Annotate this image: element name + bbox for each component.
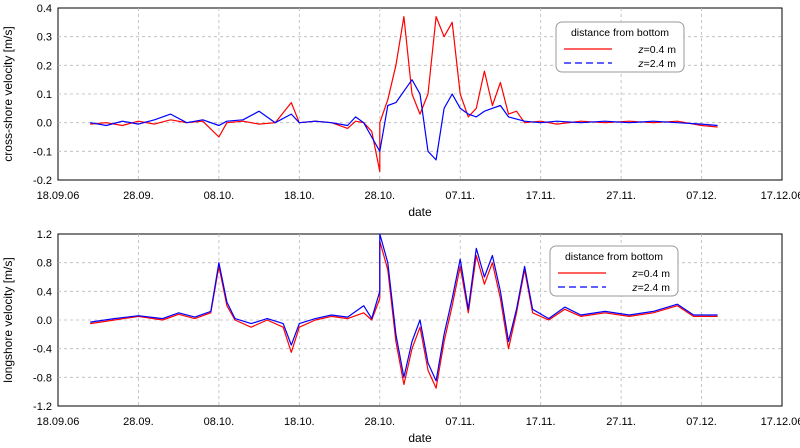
legend-title: distance from bottom xyxy=(571,27,669,39)
y-tick-label: 0.3 xyxy=(37,32,52,44)
x-tick-label: 17.12.06 xyxy=(761,416,800,428)
legend-label-var: z xyxy=(637,58,644,70)
y-tick-label: -0.4 xyxy=(33,344,52,356)
y-tick-label: -1.2 xyxy=(33,401,52,413)
legend-label: z=0.4 m xyxy=(631,268,670,280)
x-tick-label: 17.12.06 xyxy=(761,190,800,202)
y-tick-label: 0.0 xyxy=(37,118,52,130)
x-tick-label: 28.10. xyxy=(364,190,395,202)
series-line xyxy=(90,233,718,382)
x-axis-label: date xyxy=(408,205,432,219)
x-tick-label: 17.11. xyxy=(526,190,556,202)
x-tick-label: 27.11. xyxy=(606,190,636,202)
y-axis-label: longshore velocity [m/s] xyxy=(1,257,15,382)
y-tick-label: -0.1 xyxy=(33,146,52,158)
x-tick-label: 07.12. xyxy=(686,416,717,428)
legend-box xyxy=(549,245,679,297)
x-tick-label: 07.12. xyxy=(686,190,717,202)
legend-label-rest: =0.4 m xyxy=(638,268,671,280)
y-tick-label: 0.4 xyxy=(37,286,52,298)
series-line xyxy=(90,79,718,161)
legend-label: z=2.4 m xyxy=(637,58,676,70)
x-tick-label: 07.11. xyxy=(445,416,475,428)
x-tick-label: 18.10. xyxy=(284,416,315,428)
y-tick-label: 0.8 xyxy=(37,258,52,270)
series-line xyxy=(90,240,718,389)
x-axis-label: date xyxy=(408,431,432,445)
legend-label: z=0.4 m xyxy=(637,44,676,56)
x-tick-label: 17.11. xyxy=(526,416,556,428)
x-tick-label: 08.10. xyxy=(204,416,235,428)
legend-label-rest: =0.4 m xyxy=(644,44,677,56)
legend-title: distance from bottom xyxy=(565,251,663,263)
y-tick-label: -0.2 xyxy=(33,175,52,187)
legend-label: z=2.4 m xyxy=(631,282,670,294)
x-tick-label: 18.10. xyxy=(284,190,315,202)
legend-label-rest: =2.4 m xyxy=(638,282,671,294)
x-tick-label: 28.09. xyxy=(123,416,154,428)
y-tick-label: 0.0 xyxy=(37,315,52,327)
x-tick-label: 28.09. xyxy=(123,190,154,202)
x-tick-label: 18.09.06 xyxy=(37,416,80,428)
legend-label-var: z xyxy=(631,268,638,280)
y-tick-label: -0.8 xyxy=(33,372,52,384)
legend-box xyxy=(555,21,685,73)
x-tick-label: 28.10. xyxy=(364,416,395,428)
x-tick-label: 27.11. xyxy=(606,416,636,428)
y-axis-label: cross-shore velocity [m/s] xyxy=(1,26,15,161)
legend-label-var: z xyxy=(631,282,638,294)
series-line xyxy=(90,16,718,172)
legend-label-var: z xyxy=(637,44,644,56)
legend-label-rest: =2.4 m xyxy=(644,58,677,70)
chart-panel-1: 18.09.06 28.09. 08.10. 18.10. 28.10. 07.11. 17… xyxy=(1,229,800,445)
y-tick-label: 0.1 xyxy=(37,89,52,101)
x-tick-label: 18.09.06 xyxy=(37,190,80,202)
x-tick-label: 07.11. xyxy=(445,190,475,202)
y-tick-label: 0.4 xyxy=(37,3,52,15)
y-tick-label: 1.2 xyxy=(37,229,52,241)
chart-panel-0: 18.09.06 28.09. 08.10. 18.10. 28.10. 07.11. 17… xyxy=(1,3,800,219)
y-tick-label: 0.2 xyxy=(37,60,52,72)
x-tick-label: 08.10. xyxy=(204,190,235,202)
